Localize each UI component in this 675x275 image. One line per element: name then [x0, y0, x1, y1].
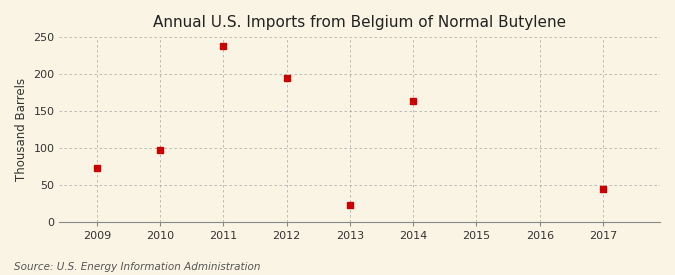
Y-axis label: Thousand Barrels: Thousand Barrels: [15, 78, 28, 181]
Title: Annual U.S. Imports from Belgium of Normal Butylene: Annual U.S. Imports from Belgium of Norm…: [153, 15, 566, 30]
Text: Source: U.S. Energy Information Administration: Source: U.S. Energy Information Administ…: [14, 262, 260, 272]
